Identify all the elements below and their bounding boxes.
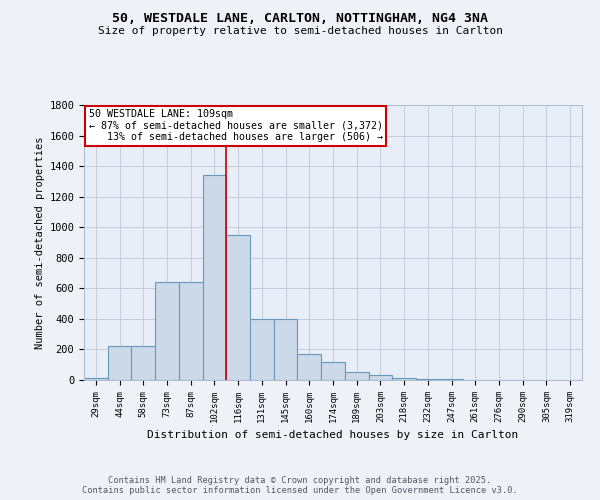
Bar — [250, 319, 274, 380]
X-axis label: Distribution of semi-detached houses by size in Carlton: Distribution of semi-detached houses by … — [148, 430, 518, 440]
Bar — [440, 379, 463, 380]
Bar — [368, 376, 392, 380]
Bar — [155, 282, 179, 380]
Y-axis label: Number of semi-detached properties: Number of semi-detached properties — [35, 136, 45, 349]
Bar — [131, 346, 155, 380]
Text: 50, WESTDALE LANE, CARLTON, NOTTINGHAM, NG4 3NA: 50, WESTDALE LANE, CARLTON, NOTTINGHAM, … — [112, 12, 488, 26]
Bar — [321, 362, 345, 380]
Text: 50 WESTDALE LANE: 109sqm
← 87% of semi-detached houses are smaller (3,372)
   13: 50 WESTDALE LANE: 109sqm ← 87% of semi-d… — [89, 109, 383, 142]
Bar — [179, 282, 203, 380]
Bar — [392, 378, 416, 380]
Bar — [298, 354, 321, 380]
Bar — [416, 379, 440, 380]
Bar — [203, 176, 226, 380]
Bar — [226, 235, 250, 380]
Text: Size of property relative to semi-detached houses in Carlton: Size of property relative to semi-detach… — [97, 26, 503, 36]
Bar — [345, 372, 368, 380]
Text: Contains HM Land Registry data © Crown copyright and database right 2025.
Contai: Contains HM Land Registry data © Crown c… — [82, 476, 518, 495]
Bar — [108, 346, 131, 380]
Bar — [274, 319, 298, 380]
Bar — [84, 378, 108, 380]
